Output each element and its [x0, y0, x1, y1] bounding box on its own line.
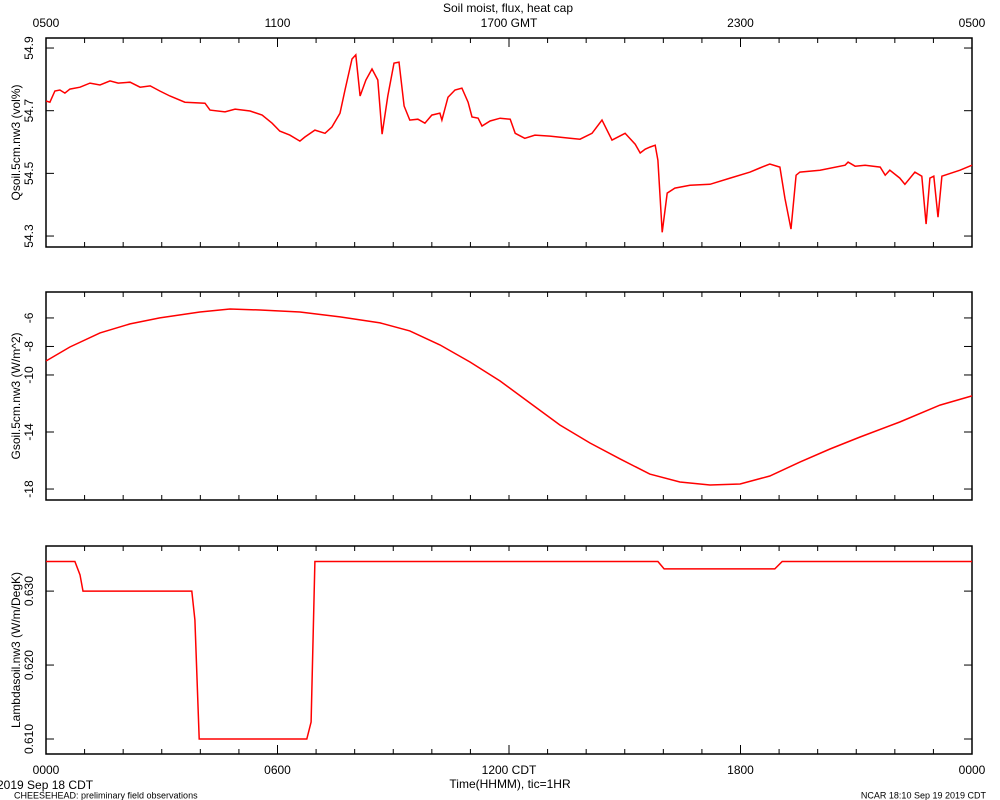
- y-tick-label: -10: [22, 366, 36, 384]
- y-tick-label: 0.620: [22, 650, 36, 680]
- y-tick-label: -6: [22, 312, 36, 323]
- y-tick-label: 54.3: [22, 224, 36, 248]
- y-tick-label: 54.7: [22, 99, 36, 123]
- x-tick-label: 1800: [727, 763, 754, 777]
- y-axis-label: Qsoil.5cm.nw3 (vol%): [9, 84, 23, 200]
- plot-frame: [45, 545, 973, 755]
- date-label: 2019 Sep 18 CDT: [0, 778, 94, 792]
- y-tick-label: 54.9: [22, 36, 36, 60]
- data-line: [45, 53, 973, 233]
- x-tick-label: 0600: [264, 763, 291, 777]
- x-axis-label: Time(HHMM), tic=1HR: [449, 777, 571, 791]
- y-tick-label: -18: [22, 480, 36, 498]
- chart-title: Soil moist, flux, heat cap: [443, 1, 573, 15]
- x-tick-label-top: 1100: [265, 16, 291, 30]
- y-axis-label: Lambdasoil.nw3 (W/m/DegK): [9, 572, 23, 728]
- x-tick-label: 0000: [33, 763, 60, 777]
- footer-left: CHEESEHEAD: preliminary field observatio…: [14, 790, 198, 800]
- y-axis-label: Gsoil.5cm.nw3 (W/m^2): [9, 333, 23, 460]
- y-tick-label: 54.5: [22, 161, 36, 185]
- data-line: [45, 308, 973, 486]
- x-tick-label-top: 0500: [33, 16, 60, 30]
- y-tick-label: 0.630: [22, 576, 36, 606]
- plot-frame: [45, 37, 973, 248]
- y-tick-label: 0.610: [22, 724, 36, 754]
- data-line: [46, 560, 972, 740]
- x-tick-label: 0000: [959, 763, 986, 777]
- x-tick-label-top: 0500: [959, 16, 986, 30]
- x-tick-label-top: 1700 GMT: [481, 16, 538, 30]
- x-tick-label-top: 2300: [727, 16, 754, 30]
- plot-frame: [45, 291, 973, 501]
- footer-right: NCAR 18:10 Sep 19 2019 CDT: [861, 790, 987, 800]
- y-tick-label: -8: [22, 341, 36, 352]
- x-tick-label: 1200 CDT: [482, 763, 537, 777]
- y-tick-label: -14: [22, 423, 36, 441]
